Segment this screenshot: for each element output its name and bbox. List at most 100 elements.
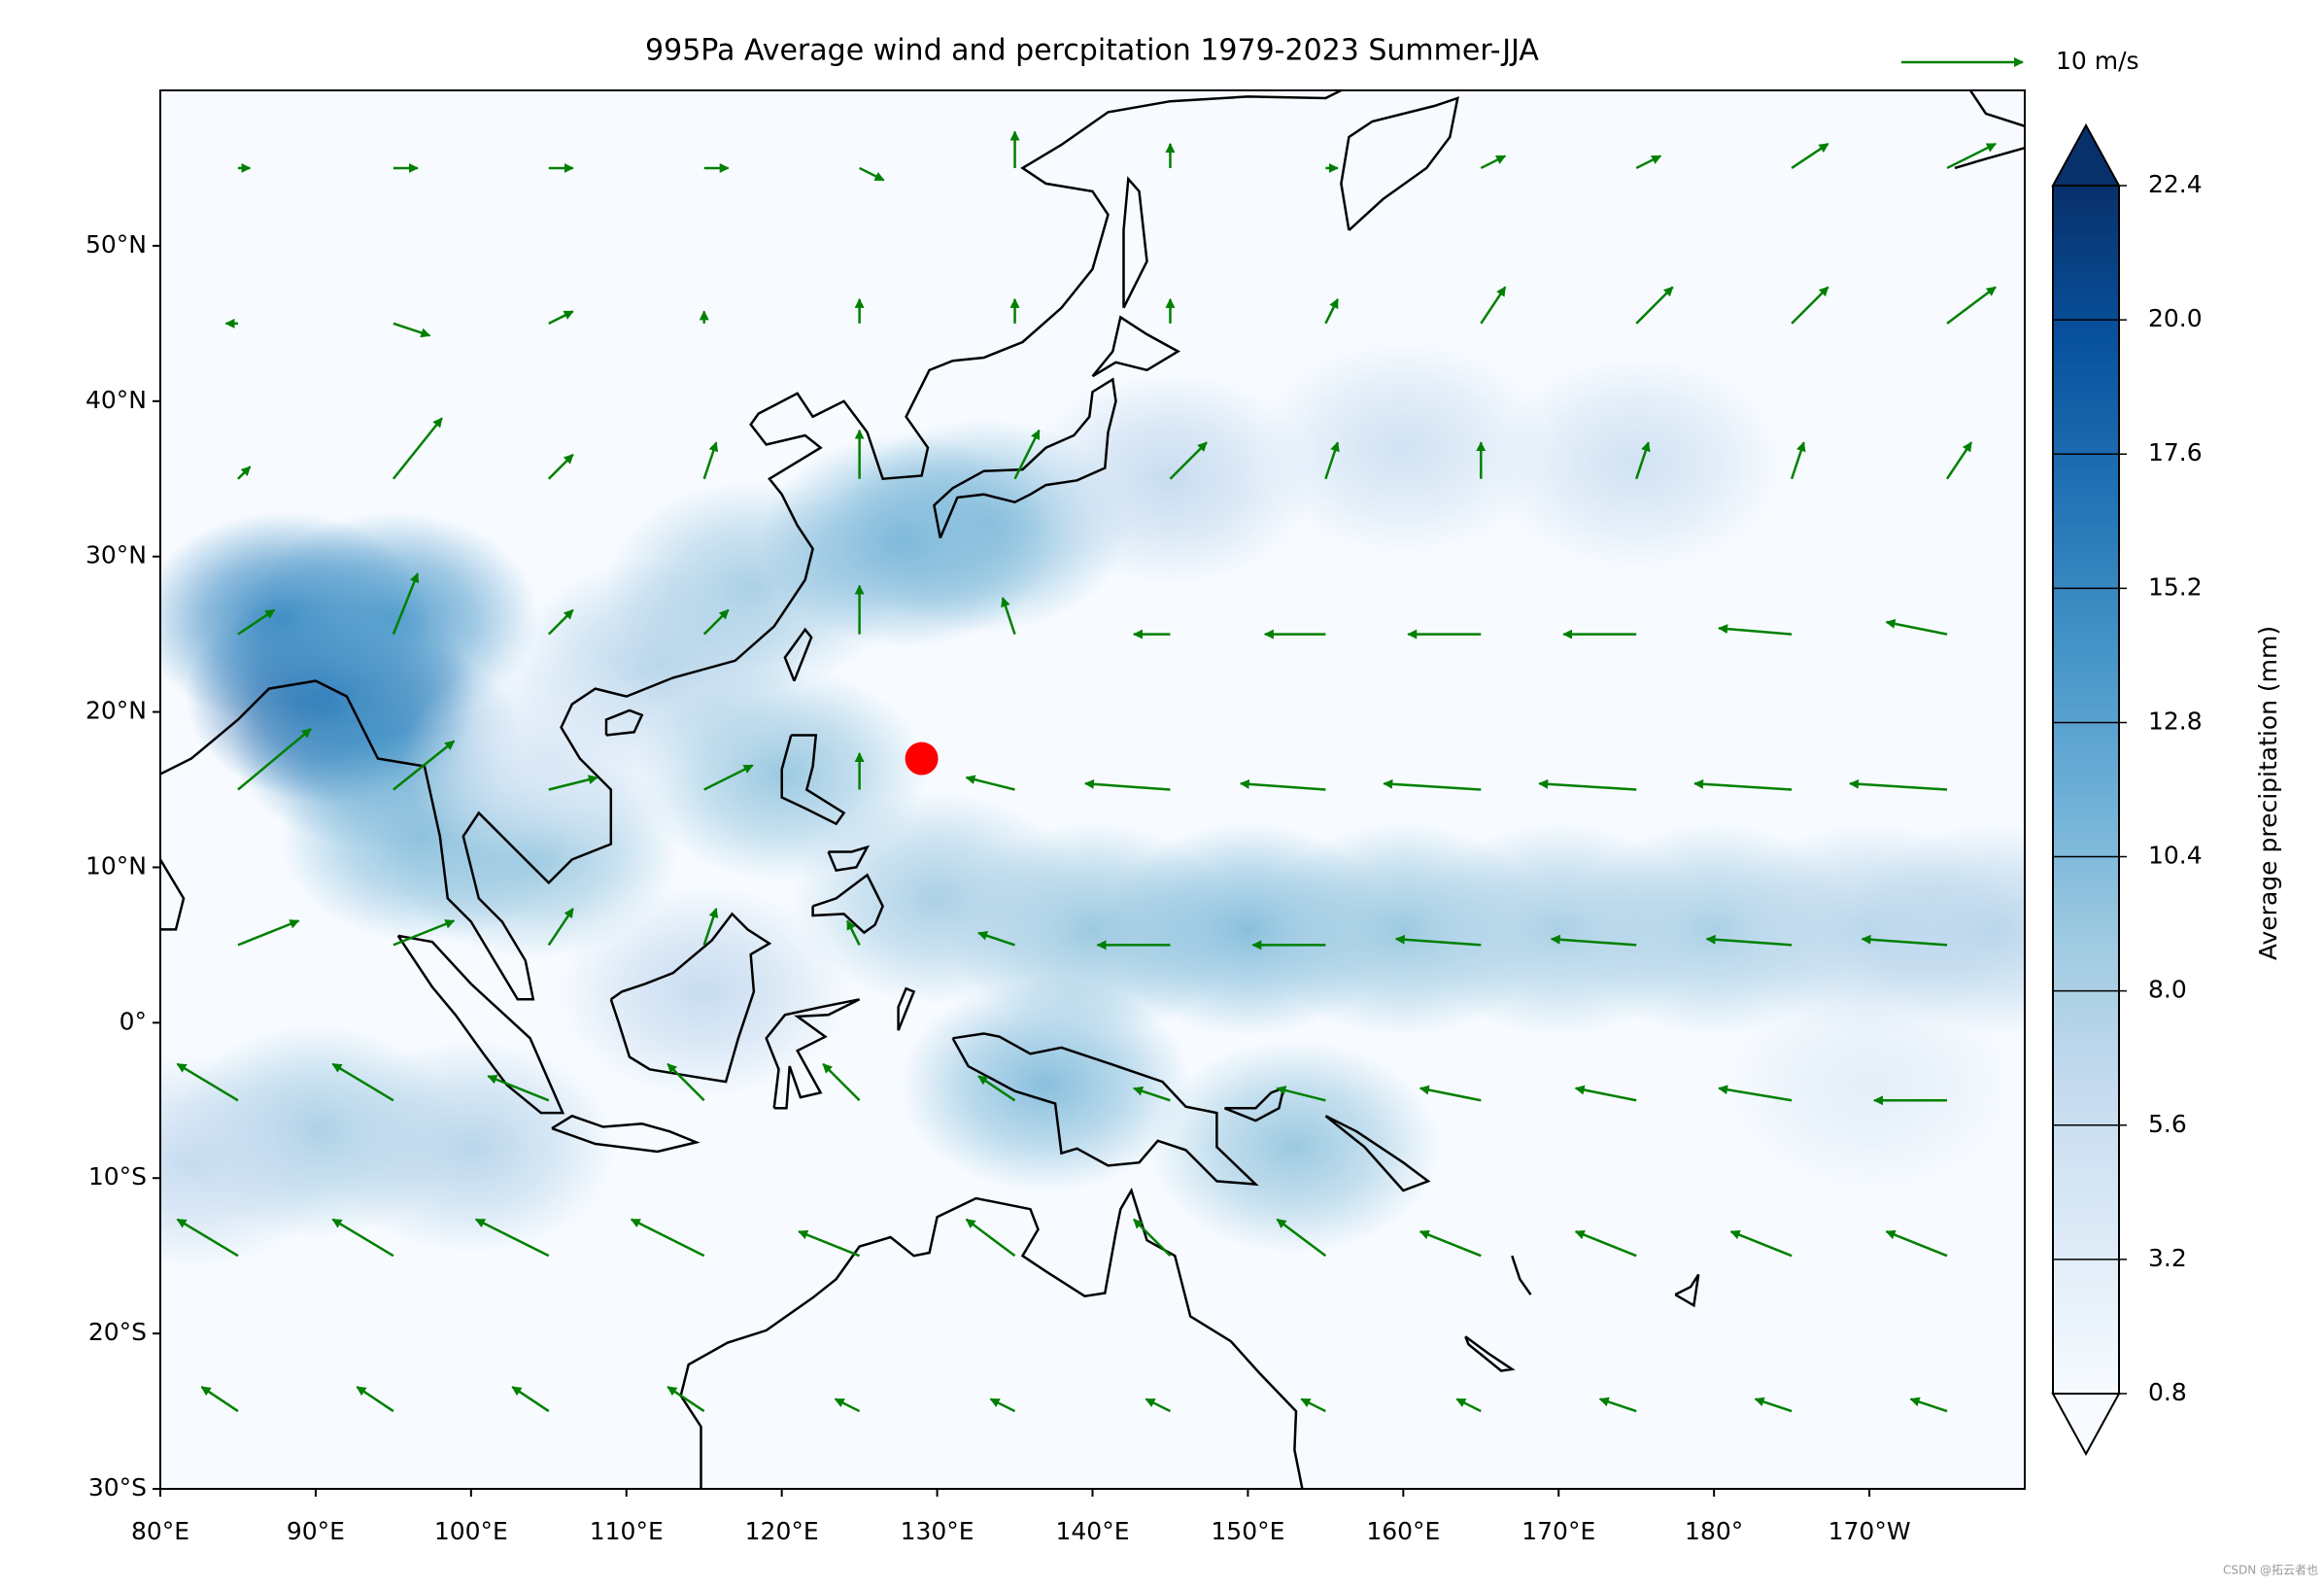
wind-arrow [1538, 778, 1637, 791]
colorbar [2053, 186, 2119, 1394]
y-tick-label: 10°N [85, 851, 147, 880]
precipitation-cell [558, 884, 850, 1099]
colorbar-tick-label: 5.6 [2148, 1110, 2187, 1138]
wind-arrow [1705, 934, 1793, 947]
wind-arrow [846, 919, 861, 946]
wind-arrow [965, 775, 1015, 791]
colorbar-tick-label: 15.2 [2148, 572, 2203, 601]
colorbar-tick-label: 22.4 [2148, 170, 2203, 198]
wind-arrow [1861, 934, 1948, 947]
quiver-key-label: 10 m/s [2056, 47, 2139, 75]
wind-arrow [1169, 441, 1208, 480]
wind-arrow [977, 1075, 1016, 1102]
wind-arrow [176, 1062, 239, 1102]
precipitation-cell [1490, 356, 1783, 570]
wind-arrow [1133, 1218, 1172, 1258]
wind-arrow [393, 919, 456, 947]
wind-arrow [200, 1386, 239, 1413]
x-tick-label: 170°W [1828, 1517, 1911, 1545]
y-tick-label: 30°N [85, 541, 147, 570]
precipitation-cell [1148, 1040, 1441, 1255]
wind-arrow [547, 908, 574, 947]
wind-arrow [1133, 1086, 1171, 1102]
wind-arrow [1001, 597, 1016, 636]
x-tick-label: 150°E [1211, 1517, 1284, 1545]
wind-arrow [1324, 297, 1339, 325]
map-area [160, 90, 2025, 1489]
x-tick-label: 160°E [1366, 1517, 1440, 1545]
wind-arrow [666, 1062, 705, 1102]
wind-arrow [331, 1062, 394, 1102]
precipitation-cell [791, 791, 1083, 1006]
wind-arrow [393, 740, 456, 791]
wind-arrow [511, 1386, 550, 1413]
x-tick-label: 120°E [745, 1517, 819, 1545]
wind-arrow [1083, 778, 1171, 791]
wind-arrow [1550, 934, 1637, 947]
wind-arrow [1480, 155, 1507, 170]
wind-arrow [237, 466, 252, 480]
wind-arrow [547, 453, 574, 480]
precipitation-cell [160, 1055, 337, 1270]
wind-arrow [487, 1074, 550, 1102]
wind-arrow [1754, 1397, 1793, 1413]
wind-arrow [1276, 1218, 1327, 1258]
wind-arrow [1418, 1085, 1482, 1102]
precipitation-cell [402, 651, 695, 866]
wind-arrow [702, 608, 730, 636]
wind-arrow [548, 310, 574, 325]
x-tick-label: 100°E [434, 1517, 508, 1545]
x-tick-label: 170°E [1521, 1517, 1595, 1545]
wind-arrow [237, 919, 300, 947]
wind-arrow [1693, 778, 1793, 791]
wind-arrow [1598, 1397, 1637, 1413]
wind-arrow [392, 572, 420, 636]
colorbar-label: Average precipitation (mm) [2254, 626, 2282, 960]
wind-arrow [1574, 1229, 1637, 1258]
wind-arrow [1946, 441, 1973, 480]
wind-arrow [834, 1398, 861, 1413]
wind-arrow [392, 417, 443, 480]
wind-arrow [1383, 778, 1482, 791]
wind-arrow [1145, 1398, 1172, 1413]
wind-arrow [630, 1218, 705, 1258]
precipitation-cell [1257, 340, 1550, 555]
precipitation-cell [1724, 978, 2016, 1192]
wind-arrow [1300, 1398, 1326, 1413]
y-tick-label: 50°N [85, 230, 147, 259]
wind-arrow [1418, 1229, 1482, 1258]
wind-arrow [547, 608, 574, 636]
y-tick-label: 30°S [88, 1473, 147, 1502]
x-tick-label: 90°E [287, 1517, 345, 1545]
x-tick-label: 80°E [131, 1517, 189, 1545]
wind-arrow [393, 322, 431, 338]
wind-arrow [1455, 1398, 1482, 1413]
wind-arrow [1239, 778, 1326, 791]
precipitation-cell [900, 978, 1192, 1192]
x-tick-label: 180° [1685, 1517, 1743, 1545]
y-tick-label: 10°S [88, 1162, 147, 1191]
wind-arrow [977, 930, 1015, 947]
wind-arrow [237, 728, 312, 791]
wind-arrow [1480, 286, 1507, 325]
wind-arrow [1729, 1229, 1793, 1258]
coastline [160, 90, 2025, 1489]
wind-arrow [548, 775, 598, 791]
wind-arrow [1635, 155, 1662, 170]
colorbar-tick-label: 8.0 [2148, 976, 2187, 1004]
colorbar-tick-label: 17.6 [2148, 438, 2203, 466]
wind-arrow [1849, 778, 1948, 791]
watermark: CSDN @拓云者也 [2223, 1564, 2318, 1577]
precipitation-cell [325, 1040, 617, 1255]
wind-arrow [1909, 1397, 1948, 1413]
wind-arrow [1946, 286, 1997, 325]
wind-arrow [237, 608, 276, 636]
wind-arrow [702, 907, 719, 946]
wind-arrow [1946, 142, 1997, 170]
wind-arrow [474, 1218, 550, 1258]
colorbar-tick-label: 12.8 [2148, 707, 2203, 735]
wind-arrow [822, 1062, 861, 1102]
wind-arrow [703, 764, 754, 791]
y-tick-label: 20°N [85, 697, 147, 725]
